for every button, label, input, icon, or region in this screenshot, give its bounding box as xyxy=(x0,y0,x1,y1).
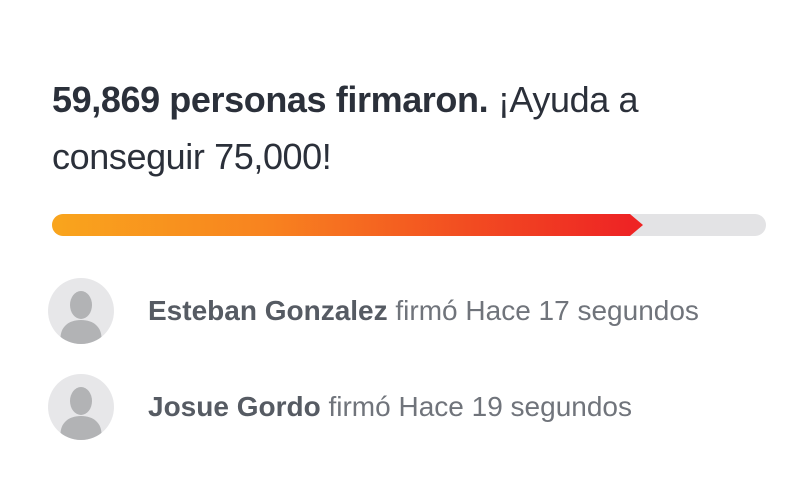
person-silhouette-icon xyxy=(60,387,102,440)
progress-bar-fill xyxy=(52,214,644,236)
signature-count-text: 59,869 personas firmaron. xyxy=(52,79,489,120)
signer-name: Josue Gordo xyxy=(148,391,321,422)
signer-text: Josue Gordo firmó Hace 19 segundos xyxy=(148,390,632,424)
signature-count-headline: 59,869 personas firmaron. ¡Ayuda a conseg… xyxy=(52,71,766,185)
recent-signer-row: Josue Gordo firmó Hace 19 segundos xyxy=(48,374,766,440)
signer-text: Esteban Gonzalez firmó Hace 17 segundos xyxy=(148,294,699,328)
signer-action-time: firmó Hace 17 segundos xyxy=(395,295,699,326)
petition-signature-widget: 59,869 personas firmaron. ¡Ayuda a conseg… xyxy=(48,71,766,440)
recent-signers-list: Esteban Gonzalez firmó Hace 17 segundos … xyxy=(48,278,766,440)
headline-call-to-action-line2: conseguir 75,000! xyxy=(52,136,332,177)
headline-call-to-action-line1: ¡Ayuda a xyxy=(497,79,639,120)
person-silhouette-icon xyxy=(60,291,102,344)
signer-name: Esteban Gonzalez xyxy=(148,295,388,326)
recent-signer-row: Esteban Gonzalez firmó Hace 17 segundos xyxy=(48,278,766,344)
avatar xyxy=(48,278,114,344)
signer-action-time: firmó Hace 19 segundos xyxy=(328,391,632,422)
progress-bar-track xyxy=(52,214,766,236)
avatar xyxy=(48,374,114,440)
